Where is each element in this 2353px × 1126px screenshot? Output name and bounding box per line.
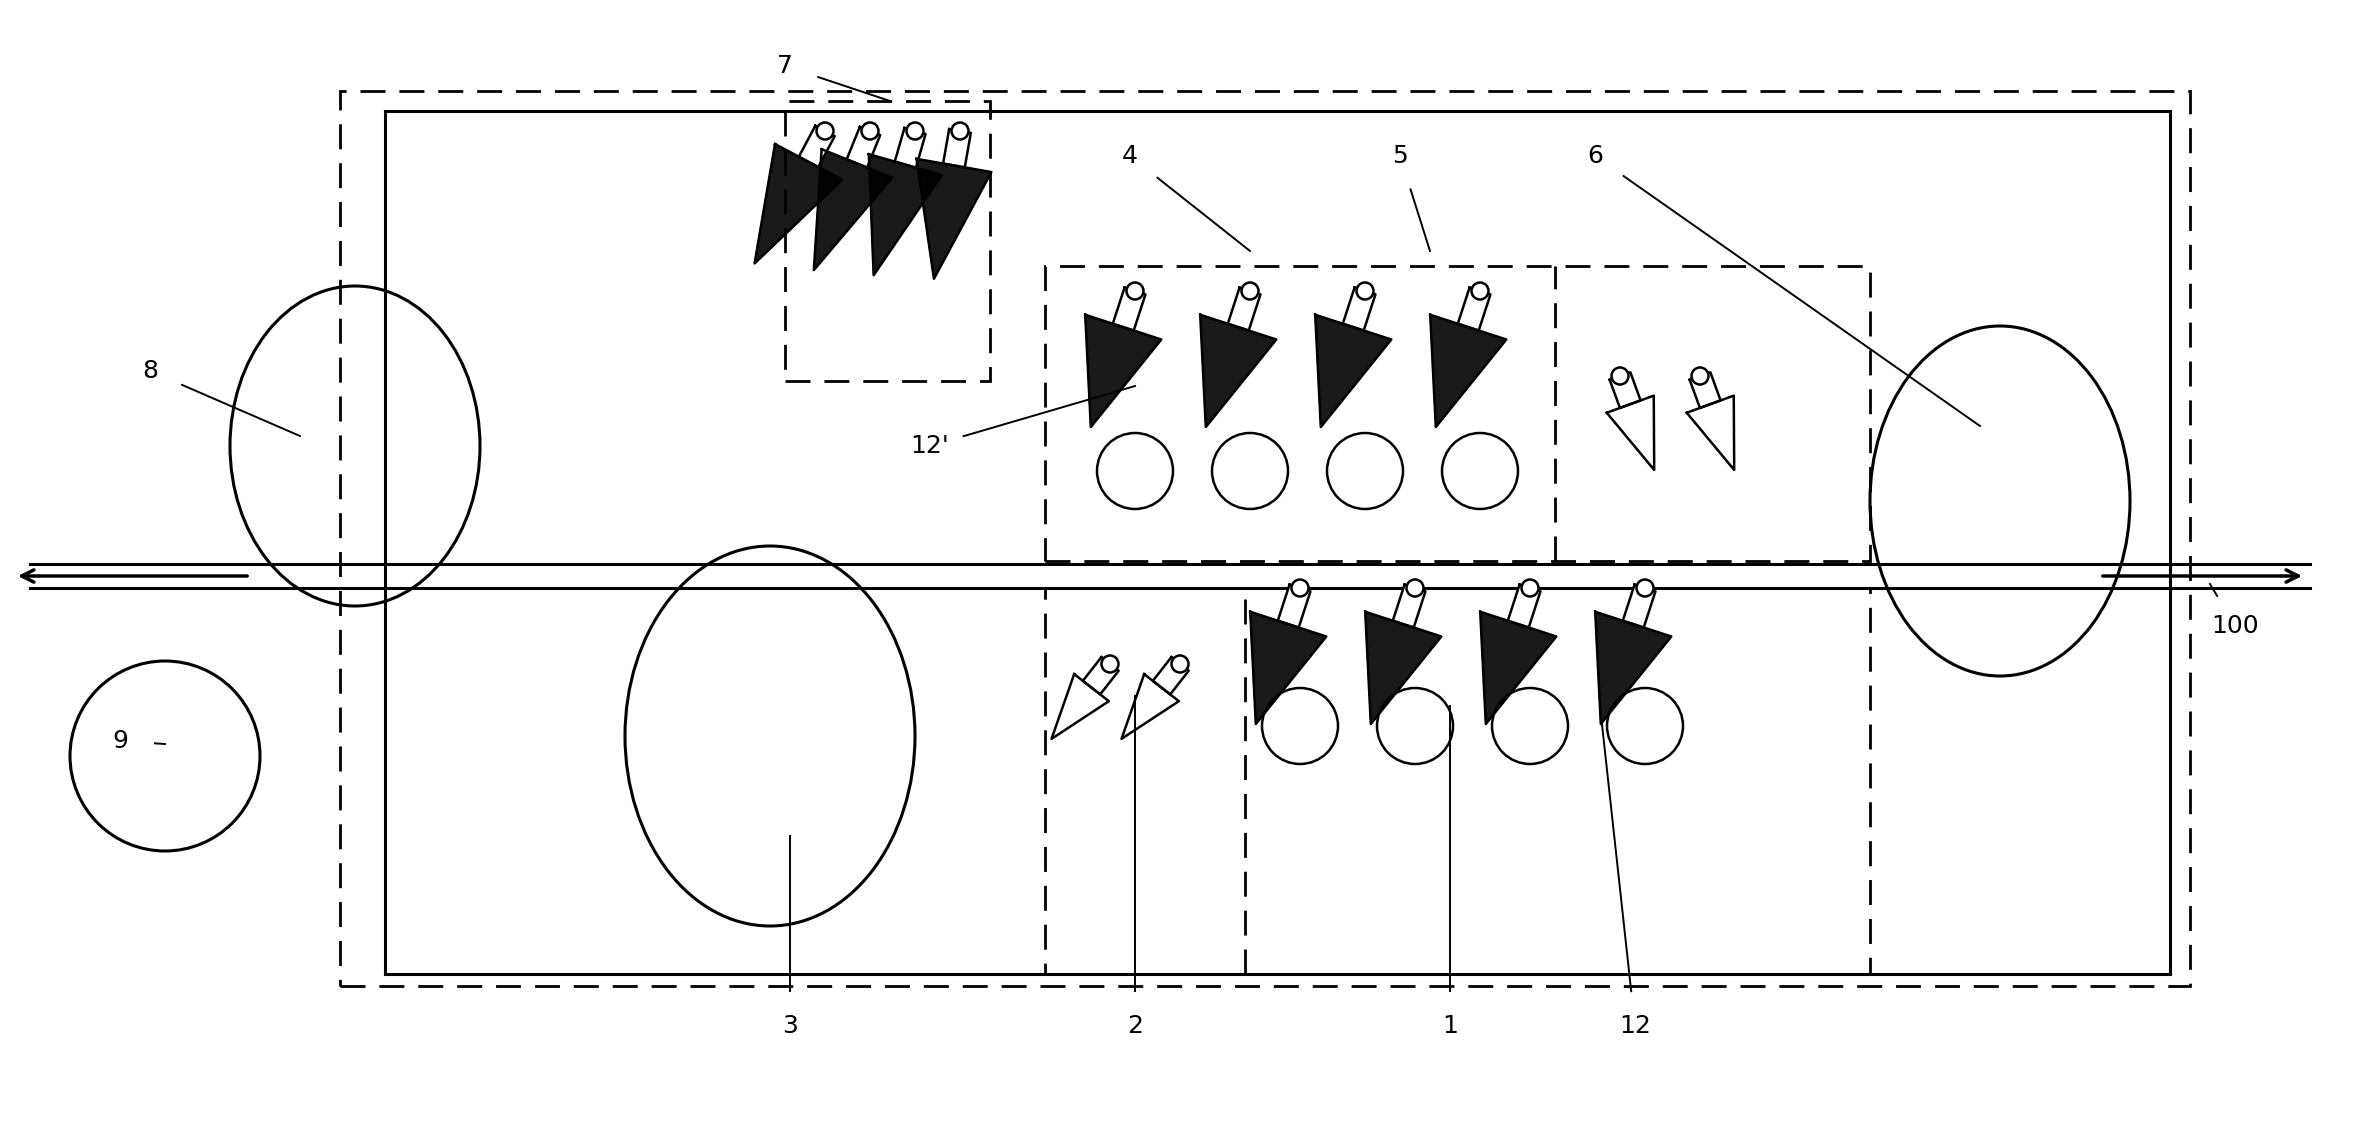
Text: 4: 4 — [1122, 144, 1139, 168]
Circle shape — [1692, 367, 1708, 384]
Polygon shape — [1595, 611, 1671, 724]
Circle shape — [1612, 367, 1628, 384]
Polygon shape — [944, 129, 972, 168]
Polygon shape — [1153, 658, 1188, 695]
Bar — [339, 91, 2191, 986]
Polygon shape — [894, 128, 925, 168]
Polygon shape — [1344, 287, 1377, 331]
Circle shape — [906, 123, 922, 140]
Polygon shape — [868, 154, 941, 275]
Polygon shape — [1365, 611, 1442, 724]
Circle shape — [1635, 580, 1654, 597]
Polygon shape — [814, 150, 892, 270]
Circle shape — [1471, 283, 1489, 300]
Text: 7: 7 — [776, 54, 793, 78]
Polygon shape — [755, 144, 842, 263]
Polygon shape — [1315, 315, 1391, 427]
Polygon shape — [1431, 315, 1506, 427]
Circle shape — [861, 123, 878, 140]
Circle shape — [1101, 655, 1118, 672]
Polygon shape — [847, 127, 880, 168]
Text: 3: 3 — [781, 1015, 798, 1038]
Text: 5: 5 — [1393, 144, 1407, 168]
Polygon shape — [1113, 287, 1146, 331]
Polygon shape — [1393, 584, 1426, 627]
Polygon shape — [1228, 287, 1261, 331]
Circle shape — [1127, 283, 1144, 300]
Bar — [786, 101, 991, 381]
Polygon shape — [1082, 658, 1118, 695]
Text: 6: 6 — [1586, 144, 1602, 168]
Circle shape — [1172, 655, 1188, 672]
Polygon shape — [1085, 315, 1162, 427]
Bar — [1045, 266, 1871, 561]
Circle shape — [1355, 283, 1374, 300]
Text: 9: 9 — [113, 729, 127, 753]
Text: 12: 12 — [1619, 1015, 1652, 1038]
Text: 8: 8 — [141, 359, 158, 383]
Text: 100: 100 — [2212, 614, 2259, 638]
Text: 12': 12' — [911, 434, 948, 458]
Bar — [1045, 588, 1871, 974]
Circle shape — [1242, 283, 1259, 300]
Polygon shape — [918, 159, 991, 279]
Polygon shape — [1249, 611, 1327, 724]
Circle shape — [1407, 580, 1424, 597]
Text: 1: 1 — [1442, 1015, 1459, 1038]
Polygon shape — [1624, 584, 1657, 627]
Polygon shape — [1200, 315, 1275, 427]
Polygon shape — [1609, 373, 1640, 408]
Polygon shape — [1480, 611, 1555, 724]
Polygon shape — [1278, 584, 1311, 627]
Polygon shape — [1508, 584, 1541, 627]
Polygon shape — [1689, 373, 1720, 408]
Polygon shape — [800, 126, 835, 167]
Polygon shape — [1459, 287, 1489, 331]
Circle shape — [951, 123, 969, 140]
Text: 2: 2 — [1127, 1015, 1144, 1038]
Circle shape — [816, 123, 833, 140]
Circle shape — [1292, 580, 1308, 597]
Circle shape — [1522, 580, 1539, 597]
